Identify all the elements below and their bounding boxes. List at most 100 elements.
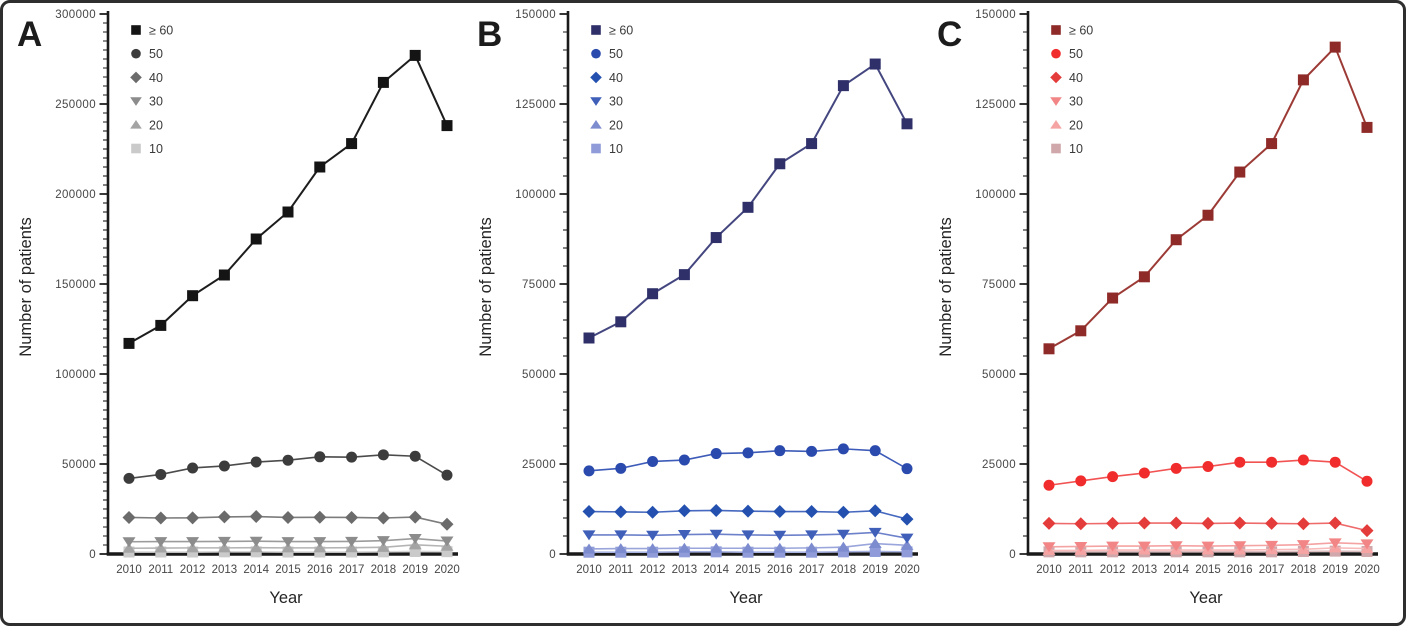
data-point-marker-circle xyxy=(678,454,690,466)
data-point-marker-triangle-down xyxy=(249,536,263,547)
data-point-marker-circle xyxy=(837,443,849,455)
data-point-marker-square xyxy=(282,206,294,218)
data-point-marker-square xyxy=(1043,343,1055,355)
y-tick-label: 0 xyxy=(1009,549,1016,561)
legend-label: 10 xyxy=(1069,142,1083,156)
x-tick-label: 2013 xyxy=(1132,564,1158,576)
data-point-marker-triangle-up xyxy=(186,542,200,553)
data-point-marker-square xyxy=(409,49,421,61)
y-tick-label: 50000 xyxy=(62,459,96,471)
data-point-marker-square xyxy=(377,76,389,88)
data-point-marker-circle xyxy=(187,462,199,474)
y-tick-label: 25000 xyxy=(522,459,556,471)
data-point-marker-diamond xyxy=(186,511,200,525)
data-point-marker-circle xyxy=(647,455,659,467)
data-point-marker-circle xyxy=(615,462,627,474)
data-point-marker-diamond xyxy=(281,510,295,524)
data-point-marker-circle xyxy=(710,448,722,460)
y-tick-label: 100000 xyxy=(975,189,1016,201)
data-point-marker-diamond xyxy=(1360,524,1374,538)
x-tick-label: 2017 xyxy=(1259,564,1285,576)
legend-label: ≥ 60 xyxy=(149,24,173,38)
x-tick-label: 2017 xyxy=(799,564,825,576)
data-point-marker-triangle-up xyxy=(677,542,691,553)
data-point-marker-triangle-down xyxy=(345,536,359,547)
x-tick-label: 2014 xyxy=(1163,564,1189,576)
data-point-marker-triangle-down xyxy=(1328,538,1342,549)
legend-label: 50 xyxy=(149,47,163,61)
data-point-marker-circle xyxy=(901,463,913,475)
legend-label: 10 xyxy=(149,142,163,156)
data-point-marker-square xyxy=(647,288,659,300)
data-point-marker-square xyxy=(1202,209,1214,221)
x-tick-label: 2013 xyxy=(212,564,238,576)
data-point-marker-square xyxy=(837,546,849,558)
legend-marker-diamond xyxy=(1050,71,1062,84)
data-point-marker-triangle-up xyxy=(868,538,882,549)
data-point-marker-circle xyxy=(123,472,135,484)
legend-label: 40 xyxy=(609,71,623,85)
data-point-marker-circle xyxy=(218,460,230,472)
x-tick-label: 2011 xyxy=(148,564,173,576)
legend-label: 30 xyxy=(609,95,623,109)
data-point-marker-triangle-up xyxy=(154,542,168,553)
y-tick-label: 75000 xyxy=(982,279,1016,291)
y-axis-title: Number of patients xyxy=(17,217,35,356)
data-point-marker-diamond xyxy=(1137,516,1151,530)
legend-marker-triangle-up xyxy=(130,120,142,129)
data-point-marker-triangle-down xyxy=(805,530,819,541)
data-point-marker-triangle-down xyxy=(677,530,691,541)
data-point-marker-square xyxy=(806,138,818,150)
data-point-marker-triangle-down xyxy=(1360,539,1374,550)
data-point-marker-diamond xyxy=(582,505,596,519)
x-tick-label: 2011 xyxy=(1068,564,1093,576)
data-point-marker-triangle-down xyxy=(646,530,660,541)
x-tick-label: 2015 xyxy=(275,564,301,576)
x-tick-label: 2018 xyxy=(831,564,857,576)
data-point-marker-diamond xyxy=(440,517,454,531)
data-point-marker-diamond xyxy=(709,503,723,517)
data-point-marker-triangle-up xyxy=(582,543,596,554)
data-point-marker-square xyxy=(409,545,421,557)
data-point-marker-square xyxy=(742,201,754,213)
data-point-marker-diamond xyxy=(1296,517,1310,531)
y-tick-label: 50000 xyxy=(982,369,1016,381)
data-point-marker-diamond xyxy=(1328,516,1342,530)
data-point-marker-triangle-down xyxy=(217,536,231,547)
data-point-marker-circle xyxy=(441,469,453,481)
data-point-marker-square xyxy=(1297,74,1309,86)
data-point-marker-triangle-up xyxy=(773,542,787,553)
legend-marker-circle xyxy=(591,48,601,59)
x-tick-label: 2016 xyxy=(767,564,793,576)
data-point-marker-circle xyxy=(409,450,421,462)
data-point-marker-triangle-down xyxy=(1233,541,1247,552)
legend-label: 40 xyxy=(1069,71,1083,85)
y-tick-label: 150000 xyxy=(975,9,1016,21)
y-tick-label: 50000 xyxy=(522,369,556,381)
legend-marker-square xyxy=(131,25,141,35)
data-point-marker-circle xyxy=(1107,471,1119,483)
panel-letter: B xyxy=(477,15,502,54)
data-point-marker-triangle-down xyxy=(1137,541,1151,552)
data-point-marker-triangle-up xyxy=(122,542,136,553)
y-tick-label: 75000 xyxy=(522,279,556,291)
y-tick-label: 200000 xyxy=(55,189,96,201)
y-axis-title: Number of patients xyxy=(477,217,495,356)
data-point-marker-circle xyxy=(314,451,326,463)
data-point-marker-triangle-up xyxy=(313,542,327,553)
data-point-marker-triangle-down xyxy=(376,536,390,547)
legend-marker-circle xyxy=(131,48,141,59)
data-point-marker-square xyxy=(250,233,262,245)
legend-marker-square xyxy=(131,143,141,154)
data-point-marker-circle xyxy=(1043,479,1055,491)
legend-marker-square xyxy=(1051,25,1061,35)
y-tick-label: 100000 xyxy=(55,369,96,381)
x-tick-label: 2019 xyxy=(862,564,888,576)
legend-label: 30 xyxy=(149,95,163,109)
data-point-marker-square xyxy=(774,158,786,170)
data-point-marker-triangle-down xyxy=(582,530,596,541)
data-point-marker-triangle-up xyxy=(805,542,819,553)
x-tick-label: 2018 xyxy=(371,564,397,576)
x-axis-title: Year xyxy=(1189,589,1223,607)
